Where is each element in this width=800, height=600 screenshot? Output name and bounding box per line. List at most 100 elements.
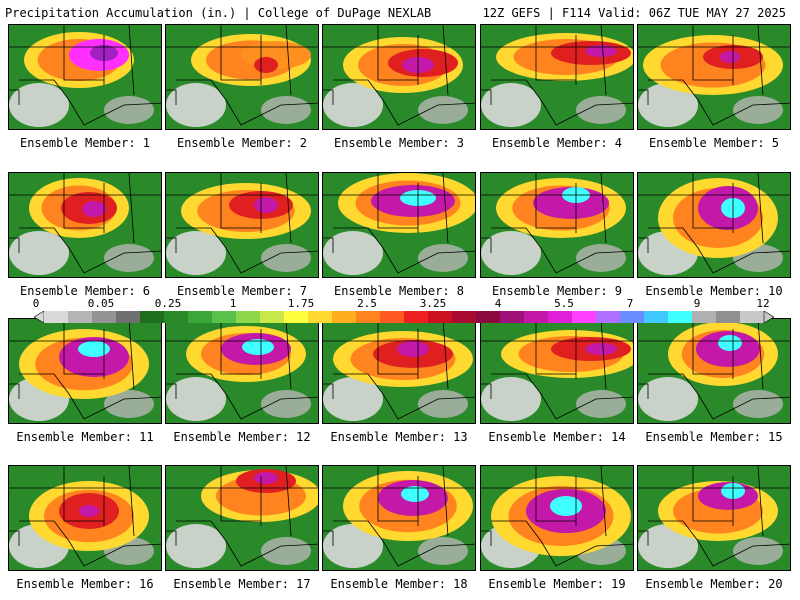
ensemble-map-panel <box>8 172 162 278</box>
colorbar-tick-label: 2.5 <box>357 297 377 310</box>
dry-area <box>166 524 226 568</box>
state-border <box>333 520 475 567</box>
ensemble-member-label: Ensemble Member: 8 <box>333 284 465 298</box>
ensemble-member-label: Ensemble Member: 11 <box>16 430 154 444</box>
state-border <box>220 319 261 375</box>
precip-map <box>166 173 318 275</box>
state-border <box>323 89 334 105</box>
ensemble-member-label: Ensemble Member: 2 <box>176 136 308 150</box>
dry-area <box>638 377 698 421</box>
state-border <box>692 319 733 375</box>
model-valid-time: 12Z GEFS | F114 Valid: 06Z TUE MAY 27 20… <box>482 6 786 20</box>
colorbar-swatch <box>740 311 765 323</box>
precip-map <box>9 173 161 275</box>
state-border <box>19 373 161 420</box>
dry-area <box>166 377 226 421</box>
colorbar-swatch <box>44 311 69 323</box>
ensemble-member-label: Ensemble Member: 10 <box>645 284 783 298</box>
light-precip-area <box>261 96 311 124</box>
dry-area <box>166 231 226 275</box>
colorbar-swatch <box>476 311 501 323</box>
colorbar-tick-label: 4 <box>494 297 502 310</box>
state-border <box>128 466 135 537</box>
state-border <box>692 173 733 229</box>
ensemble-member-label: Ensemble Member: 16 <box>16 577 154 591</box>
max-precip-core <box>585 343 617 355</box>
light-precip-area <box>261 244 311 272</box>
state-border <box>9 237 20 253</box>
state-border <box>176 79 318 126</box>
ensemble-map-panel <box>480 465 634 571</box>
dry-area <box>9 231 69 275</box>
light-precip-area <box>576 244 626 272</box>
state-border <box>285 466 292 537</box>
ensemble-map-panel <box>165 318 319 424</box>
colorbar-tick-label: 9 <box>693 297 701 310</box>
light-precip-area <box>733 96 783 124</box>
dry-area <box>638 83 698 127</box>
state-border <box>600 319 607 390</box>
ensemble-member-label: Ensemble Member: 14 <box>488 430 626 444</box>
state-border <box>638 237 649 253</box>
state-border <box>9 383 20 399</box>
state-border <box>757 173 764 244</box>
colorbar-min-arrow <box>33 310 45 324</box>
colorbar-swatch <box>284 311 309 323</box>
ensemble-member-label: Ensemble Member: 9 <box>491 284 623 298</box>
light-precip-area <box>576 390 626 418</box>
state-border <box>285 319 292 390</box>
precip-map <box>638 173 790 275</box>
product-title: Precipitation Accumulation (in.) | Colle… <box>5 6 432 20</box>
precip-map <box>481 25 633 127</box>
state-border <box>638 383 649 399</box>
precip-map <box>323 173 475 275</box>
state-border <box>19 227 161 274</box>
light-precip-area <box>261 537 311 565</box>
ensemble-member-label: Ensemble Member: 19 <box>488 577 626 591</box>
ensemble-member-label: Ensemble Member: 5 <box>648 136 780 150</box>
ensemble-map-panel <box>322 172 476 278</box>
ensemble-map-panel <box>8 318 162 424</box>
precip-map <box>638 25 790 127</box>
state-border <box>442 466 449 537</box>
max-precip-core <box>718 335 742 351</box>
state-border <box>63 319 104 375</box>
state-border <box>692 466 733 522</box>
state-border <box>19 79 161 126</box>
state-border <box>377 173 418 229</box>
light-precip-area <box>576 96 626 124</box>
colorbar-svg <box>33 310 775 324</box>
dry-area <box>481 231 541 275</box>
max-precip-core <box>254 57 278 73</box>
max-precip-core <box>401 486 429 502</box>
colorbar-tick-label: 1.75 <box>287 297 315 310</box>
state-border <box>333 79 475 126</box>
colorbar-swatch <box>404 311 429 323</box>
colorbar-tick-label: 3.25 <box>419 297 447 310</box>
state-border <box>491 520 633 567</box>
state-border <box>166 237 177 253</box>
colorbar-swatch <box>116 311 141 323</box>
state-border <box>535 466 576 522</box>
dry-area <box>323 231 383 275</box>
ensemble-map-panel <box>480 172 634 278</box>
ensemble-member-label: Ensemble Member: 20 <box>645 577 783 591</box>
state-border <box>535 319 576 375</box>
state-border <box>128 25 135 96</box>
precip-map <box>638 466 790 568</box>
state-border <box>377 466 418 522</box>
state-border <box>481 237 492 253</box>
ensemble-map-panel <box>322 24 476 130</box>
colorbar-swatch <box>548 311 573 323</box>
state-border <box>176 227 318 274</box>
dry-area <box>323 83 383 127</box>
dry-area <box>9 83 69 127</box>
state-border <box>600 173 607 244</box>
ensemble-map-panel <box>637 24 791 130</box>
dry-area <box>481 83 541 127</box>
state-border <box>535 173 576 229</box>
colorbar-swatch <box>452 311 477 323</box>
ensemble-member-label: Ensemble Member: 12 <box>173 430 311 444</box>
light-precip-area <box>104 96 154 124</box>
state-border <box>333 373 475 420</box>
